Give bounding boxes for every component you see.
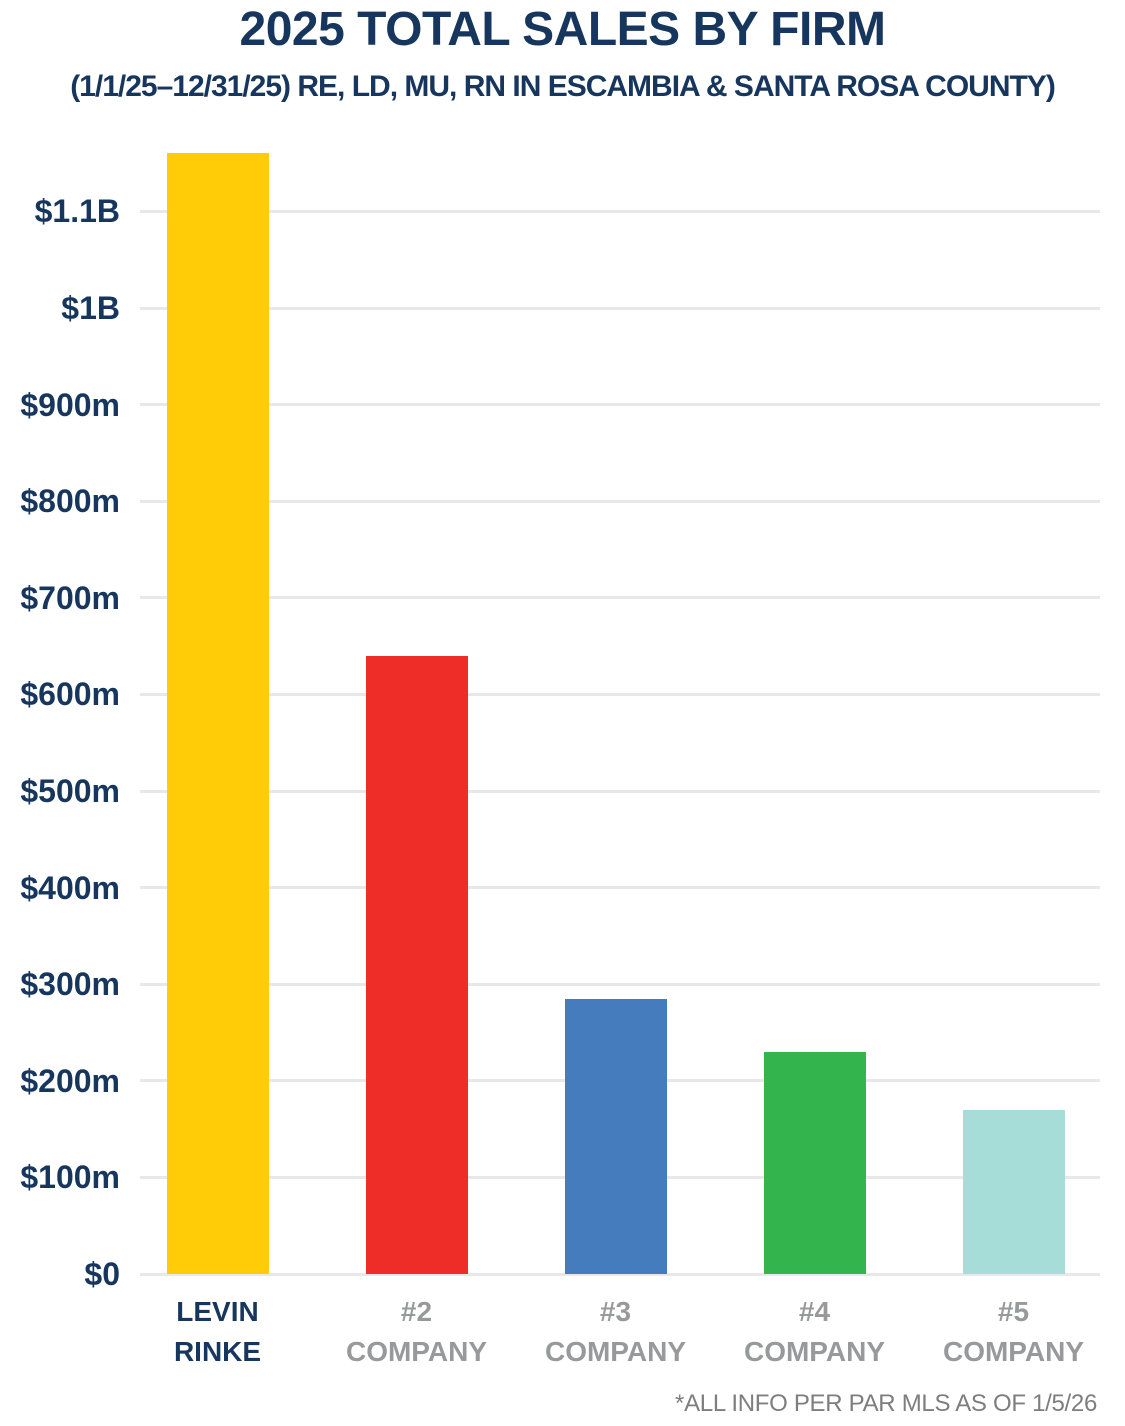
y-tick-label: $300m: [20, 966, 120, 1003]
category-label-5-company: #5 COMPANY: [942, 1296, 1085, 1367]
category-label-3-company: #3 COMPANY: [544, 1296, 687, 1367]
gridline: [140, 1272, 1100, 1276]
y-tick-label: $0: [84, 1256, 120, 1292]
gridline: [140, 886, 1100, 890]
gridline: [140, 499, 1100, 503]
gridline: [140, 306, 1100, 310]
y-tick-label: $200m: [20, 1062, 120, 1099]
y-tick-label: $400m: [20, 869, 120, 906]
chart-title: 2025 TOTAL SALES BY FIRM: [239, 3, 886, 56]
category-label-2-company: #2 COMPANY: [345, 1296, 488, 1367]
gridline: [140, 789, 1100, 793]
y-tick-label: $100m: [20, 1159, 120, 1196]
gridline: [140, 209, 1100, 213]
y-tick-label: $700m: [20, 579, 120, 616]
y-tick-label: $800m: [20, 483, 120, 520]
category-label-levin-rinke: LEVIN RINKE: [173, 1296, 262, 1367]
y-tick-label: $600m: [20, 676, 120, 713]
bar-levin-rinke: [166, 153, 269, 1274]
bar-2-company: [365, 655, 468, 1274]
y-tick-label: $1.1B: [34, 193, 120, 230]
y-tick-label: $500m: [20, 773, 120, 809]
gridline: [140, 403, 1100, 407]
gridline: [140, 596, 1100, 600]
bar-4-company: [763, 1051, 866, 1274]
gridline: [140, 982, 1100, 986]
chart-subtitle: (1/1/25–12/31/25) RE, LD, MU, RN IN ESCA…: [70, 70, 1056, 103]
y-tick-label: $900m: [20, 386, 120, 423]
bar-5-company: [962, 1109, 1065, 1274]
y-tick-label: $1B: [61, 290, 120, 326]
category-label-4-company: #4 COMPANY: [743, 1296, 886, 1367]
footnote: *ALL INFO PER PAR MLS AS OF 1/5/26: [675, 1390, 1097, 1417]
bar-3-company: [564, 998, 667, 1274]
gridline: [140, 692, 1100, 696]
